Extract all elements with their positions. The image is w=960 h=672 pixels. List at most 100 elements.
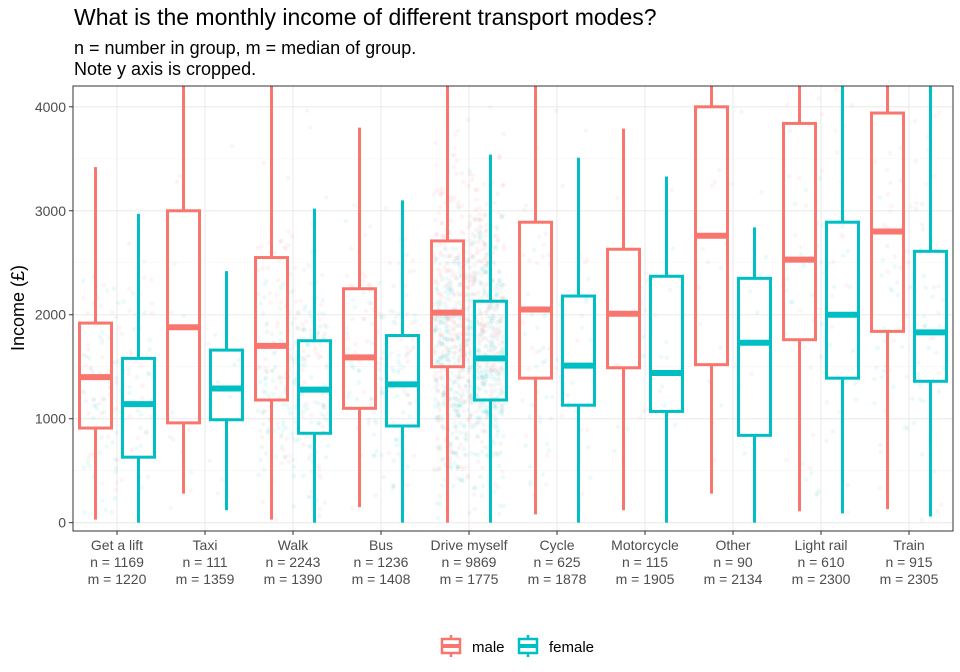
jitter-point — [433, 317, 439, 323]
jitter-point — [86, 463, 92, 469]
jitter-point — [462, 400, 468, 405]
jitter-point — [457, 323, 463, 329]
jitter-point — [320, 298, 326, 303]
jitter-point — [455, 476, 460, 481]
jitter-point — [343, 218, 349, 224]
jitter-point — [550, 394, 555, 400]
jitter-point — [729, 181, 734, 187]
jitter-point — [446, 281, 452, 287]
jitter-point — [435, 290, 441, 295]
jitter-point — [742, 451, 747, 456]
jitter-point — [458, 300, 463, 306]
jitter-point — [465, 117, 471, 122]
jitter-point — [486, 348, 492, 353]
jitter-point — [380, 377, 386, 382]
jitter-point — [790, 299, 795, 305]
jitter-point — [280, 402, 286, 407]
jitter-point — [114, 380, 119, 386]
jitter-point — [366, 281, 372, 287]
jitter-point — [483, 246, 488, 251]
jitter-point — [482, 381, 487, 386]
jitter-point — [412, 313, 418, 318]
jitter-point — [834, 150, 840, 155]
jitter-point — [484, 408, 489, 414]
jitter-point — [436, 359, 442, 365]
jitter-point — [459, 403, 464, 409]
jitter-point — [381, 474, 387, 480]
jitter-point — [788, 299, 793, 305]
jitter-point — [316, 472, 322, 478]
grid-layer — [73, 86, 953, 531]
box-female-other — [737, 227, 772, 523]
jitter-point — [433, 385, 439, 390]
jitter-point — [441, 392, 447, 398]
jitter-point — [287, 410, 293, 416]
jitter-point — [377, 361, 382, 366]
jitter-point — [149, 311, 155, 316]
jitter-point — [463, 435, 468, 441]
x-tick-label-n: n = 1169 — [90, 554, 144, 570]
jitter-point — [440, 341, 445, 347]
jitter-point — [271, 391, 276, 397]
jitter-point — [260, 499, 265, 505]
jitter-point — [138, 443, 144, 449]
jitter-point — [488, 343, 494, 348]
jitter-point — [501, 246, 507, 252]
jitter-point — [453, 332, 458, 337]
jitter-point — [320, 424, 325, 429]
jitter-point — [436, 320, 442, 325]
jitter-point — [488, 368, 494, 374]
jitter-point — [468, 277, 473, 283]
jitter-point — [493, 246, 499, 252]
jitter-point — [500, 183, 505, 188]
jitter-point — [881, 326, 887, 331]
jitter-point — [456, 255, 461, 260]
jitter-point — [464, 257, 470, 263]
jitter-point — [443, 315, 448, 320]
jitter-point — [476, 374, 481, 380]
jitter-point — [940, 297, 946, 303]
jitter-point — [819, 168, 825, 173]
jitter-point — [276, 425, 281, 431]
x-tick-label-m: m = 1775 — [440, 571, 499, 587]
jitter-point — [86, 356, 92, 361]
jitter-point — [86, 411, 92, 416]
jitter-point — [496, 400, 502, 406]
jitter-point — [433, 397, 438, 402]
jitter-point — [498, 320, 503, 325]
jitter-point — [387, 260, 393, 266]
jitter-point — [473, 485, 478, 491]
jitter-point — [700, 246, 706, 252]
jitter-point — [262, 282, 268, 287]
jitter-point — [114, 458, 120, 463]
jitter-point — [319, 411, 324, 417]
jitter-point — [816, 96, 821, 101]
jitter-point — [579, 491, 585, 497]
jitter-point — [261, 160, 267, 166]
jitter-point — [291, 504, 297, 509]
jitter-point — [489, 370, 494, 376]
jitter-point — [469, 282, 475, 288]
jitter-point — [479, 325, 485, 331]
jitter-point — [888, 286, 893, 292]
jitter-point — [299, 327, 305, 332]
jitter-point — [484, 269, 489, 275]
jitter-point — [469, 412, 474, 417]
iqr-box — [209, 348, 244, 422]
jitter-point — [448, 465, 454, 471]
jitter-point — [258, 301, 264, 306]
jitter-point — [444, 296, 450, 301]
iqr-box — [782, 121, 817, 342]
jitter-point — [479, 374, 485, 379]
jitter-point — [134, 374, 139, 380]
jitter-point — [499, 385, 505, 391]
jitter-point — [931, 173, 937, 179]
jitter-point — [922, 314, 927, 319]
jitter-point — [450, 449, 456, 454]
jitter-point — [527, 414, 533, 419]
jitter-point — [482, 213, 488, 218]
jitter-point — [354, 397, 360, 402]
iqr-box — [870, 111, 905, 333]
jitter-point — [905, 426, 910, 432]
jitter-point — [439, 220, 445, 226]
